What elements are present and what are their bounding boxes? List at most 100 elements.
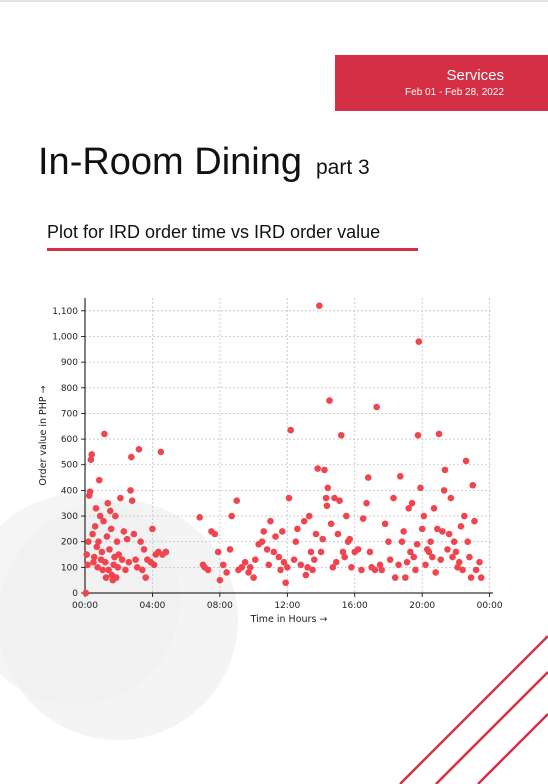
data-point <box>84 561 91 569</box>
data-point <box>466 553 473 561</box>
data-point <box>469 481 477 489</box>
data-point <box>270 548 278 556</box>
data-point <box>157 448 165 456</box>
data-point <box>282 579 289 587</box>
data-point <box>310 556 318 563</box>
data-point <box>106 507 114 515</box>
data-point <box>309 566 316 574</box>
data-point <box>354 546 362 553</box>
data-point <box>472 566 480 574</box>
x-tick-label: 00:00 <box>72 601 98 611</box>
data-point <box>467 574 475 581</box>
data-point <box>107 525 115 533</box>
data-point <box>272 533 279 540</box>
data-point <box>405 505 413 512</box>
x-tick-label: 08:00 <box>207 601 233 611</box>
data-point <box>471 517 478 525</box>
data-point <box>103 533 111 540</box>
data-point <box>415 338 423 345</box>
data-point <box>98 548 106 556</box>
data-point <box>400 528 407 535</box>
data-point <box>149 525 156 533</box>
data-point <box>251 556 259 563</box>
y-tick-label: 800 <box>61 384 78 394</box>
x-tick-label: 20:00 <box>409 601 435 611</box>
data-point <box>434 525 441 533</box>
data-point <box>407 548 414 556</box>
data-point <box>307 548 315 556</box>
data-point <box>425 548 433 556</box>
data-point <box>336 497 343 504</box>
data-point <box>316 302 323 309</box>
data-point <box>211 530 219 538</box>
data-point <box>292 538 300 545</box>
data-point <box>378 566 386 574</box>
data-point <box>364 474 372 481</box>
data-point <box>101 430 108 438</box>
data-point <box>275 553 283 561</box>
data-point <box>457 523 465 530</box>
data-point <box>105 566 112 574</box>
data-point <box>464 538 472 545</box>
y-tick-label: 100 <box>61 563 78 573</box>
data-point <box>233 497 241 504</box>
y-tick-label: 1,000 <box>52 332 78 342</box>
data-point <box>305 512 313 520</box>
x-tick-label: 04:00 <box>139 601 165 611</box>
plot-heading: Plot for IRD order time vs IRD order val… <box>47 222 381 242</box>
data-point <box>441 466 449 474</box>
data-point <box>263 546 271 553</box>
data-point <box>245 569 252 576</box>
data-point <box>366 548 374 556</box>
data-point <box>112 512 119 520</box>
data-point <box>287 426 294 434</box>
data-point <box>359 515 367 522</box>
y-tick-label: 600 <box>61 435 78 445</box>
data-point <box>250 574 257 581</box>
data-point <box>112 574 120 581</box>
y-axis-label: Order value in PHP → <box>38 385 49 485</box>
data-point <box>96 512 104 520</box>
data-point <box>125 558 133 566</box>
y-tick-label: 500 <box>61 461 78 471</box>
data-point <box>317 548 325 556</box>
data-point <box>87 456 95 463</box>
page-title-text: In-Room Dining <box>38 141 302 183</box>
data-point <box>127 487 134 494</box>
data-point <box>343 512 350 520</box>
data-point <box>265 561 273 569</box>
data-point <box>334 530 342 538</box>
data-point <box>115 551 123 558</box>
data-point <box>447 494 455 502</box>
data-point <box>346 535 353 543</box>
x-tick-label: 12:00 <box>274 601 300 611</box>
data-point <box>128 453 135 461</box>
data-point <box>329 564 337 571</box>
data-point <box>385 538 392 545</box>
data-point <box>461 512 468 520</box>
data-point <box>302 571 310 579</box>
data-point <box>99 566 107 574</box>
data-point <box>312 530 320 538</box>
data-point <box>133 564 141 571</box>
data-point <box>226 546 234 553</box>
data-point <box>422 561 429 569</box>
data-point <box>130 530 138 538</box>
data-point <box>402 574 409 581</box>
data-point <box>455 558 463 566</box>
data-point <box>321 466 328 474</box>
y-tick-label: 0 <box>72 589 78 599</box>
data-point <box>92 505 100 512</box>
data-point <box>238 564 246 571</box>
data-point <box>341 553 348 561</box>
data-point <box>284 564 291 571</box>
data-point <box>452 548 460 556</box>
data-point <box>412 566 419 574</box>
data-point <box>417 484 424 492</box>
y-tick-label: 300 <box>61 512 78 522</box>
data-point <box>137 538 144 545</box>
data-point <box>337 431 345 439</box>
data-point <box>86 488 94 495</box>
heading-underline <box>47 248 418 251</box>
data-point <box>444 546 451 553</box>
